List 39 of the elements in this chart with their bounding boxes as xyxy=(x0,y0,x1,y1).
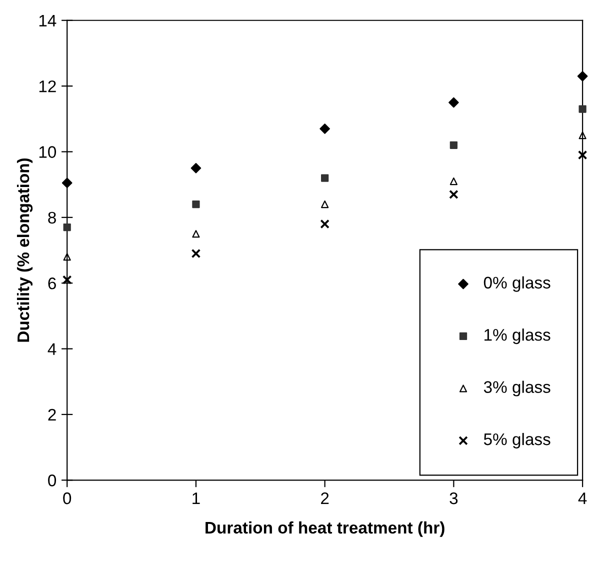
y-tick-label: 2 xyxy=(48,408,56,421)
point xyxy=(449,190,458,200)
point xyxy=(321,174,329,182)
legend-label: 5% glass xyxy=(484,432,550,448)
point xyxy=(192,200,200,208)
y-axis-title: Ductility (% elongation) xyxy=(16,158,33,342)
x-tick-label: 0 xyxy=(63,492,72,504)
y-tick-label: 4 xyxy=(48,343,56,355)
point xyxy=(320,219,330,229)
point xyxy=(321,200,329,208)
point xyxy=(62,275,72,284)
x-tick-label: 1 xyxy=(192,492,200,504)
point xyxy=(577,71,588,82)
point xyxy=(63,253,71,261)
x-axis-title: Duration of heat treatment (hr) xyxy=(206,521,444,537)
point xyxy=(450,141,458,149)
point xyxy=(578,150,588,160)
y-tick-label: 12 xyxy=(39,80,56,92)
x-tick-label: 4 xyxy=(578,492,587,504)
point xyxy=(63,223,71,232)
y-tick-label: 14 xyxy=(39,14,56,26)
point xyxy=(62,178,72,188)
y-tick-label: 10 xyxy=(39,146,56,158)
point xyxy=(578,105,586,113)
y-tick-label: 6 xyxy=(48,278,56,290)
legend-label: 3% glass xyxy=(484,380,550,396)
point xyxy=(191,248,201,258)
point xyxy=(450,177,458,186)
legend-label: 1% glass xyxy=(484,328,550,344)
point xyxy=(578,132,586,140)
y-tick-label: 0 xyxy=(48,474,56,486)
legend-label: 0% glass xyxy=(484,276,550,292)
x-tick-label: 3 xyxy=(450,492,458,504)
point xyxy=(190,162,202,174)
point xyxy=(448,97,459,108)
y-tick-label: 8 xyxy=(48,212,56,224)
point xyxy=(192,230,200,238)
x-tick-label: 2 xyxy=(321,492,329,504)
point xyxy=(320,124,330,134)
